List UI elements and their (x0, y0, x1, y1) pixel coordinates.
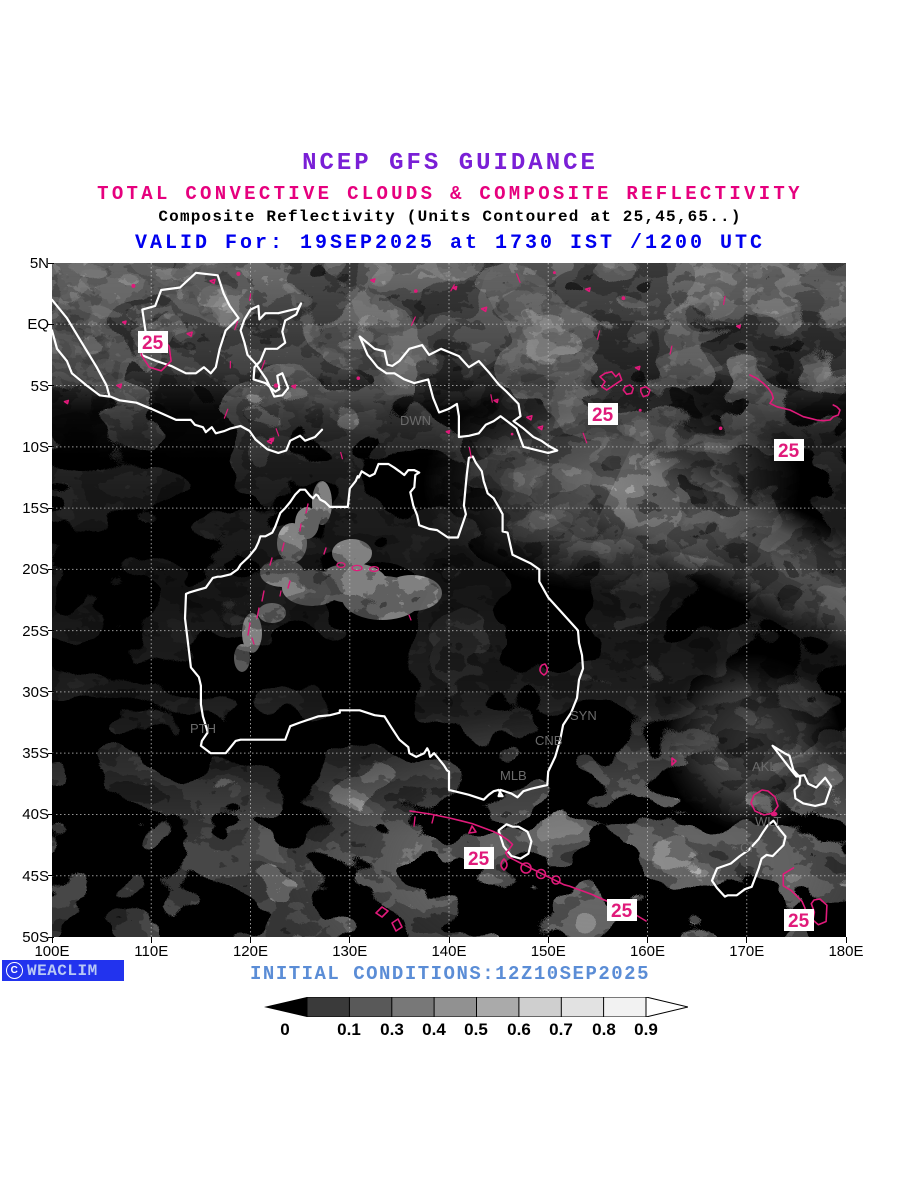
svg-text:25: 25 (778, 441, 800, 462)
svg-text:25: 25 (611, 901, 633, 922)
svg-text:SYN: SYN (570, 708, 597, 723)
svg-text:25: 25 (142, 333, 164, 354)
svg-text:CNB: CNB (535, 733, 562, 748)
svg-text:DWN: DWN (400, 413, 431, 428)
svg-text:PTH: PTH (190, 721, 216, 736)
svg-text:MLB: MLB (500, 768, 527, 783)
svg-text:CH: CH (740, 840, 759, 855)
svg-text:25: 25 (592, 405, 614, 426)
svg-text:25: 25 (468, 849, 490, 870)
svg-text:AKL: AKL (752, 759, 777, 774)
svg-text:25: 25 (788, 911, 810, 932)
svg-text:WLT: WLT (755, 814, 782, 829)
